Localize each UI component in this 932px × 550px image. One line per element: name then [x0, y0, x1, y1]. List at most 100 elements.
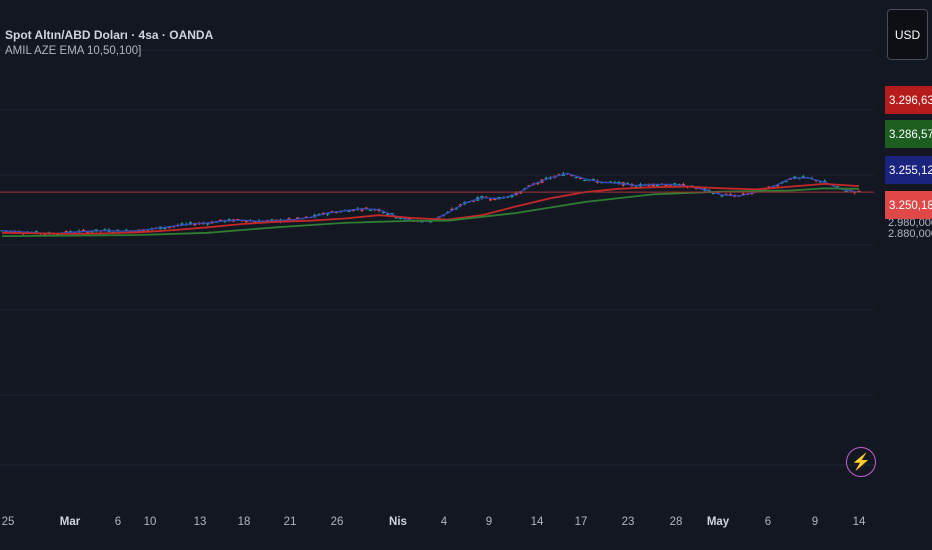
candle-body: [578, 178, 583, 180]
candle-body: [656, 185, 660, 187]
candle-body: [608, 181, 613, 183]
candle-body: [167, 226, 171, 228]
candle-body: [570, 175, 574, 177]
price-label-box: [885, 86, 932, 114]
lightning-icon[interactable]: ⚡: [846, 447, 876, 477]
candle-body: [116, 229, 120, 231]
x-tick-label: 28: [670, 516, 683, 528]
x-tick-label: 4: [441, 516, 448, 528]
ema-line: [1, 172, 860, 235]
candle-body: [347, 210, 351, 212]
candle-body: [527, 185, 531, 187]
candle-body: [163, 227, 167, 229]
candle-body: [818, 181, 823, 183]
candle-body: [664, 185, 668, 187]
candle-body: [591, 179, 595, 181]
x-tick-label: 17: [575, 516, 588, 528]
candle-body: [270, 219, 274, 221]
candle-body: [844, 190, 848, 192]
currency-button[interactable]: USD: [887, 9, 928, 60]
candle-body: [90, 231, 94, 233]
candle-body: [193, 223, 197, 226]
candle-body: [634, 186, 638, 188]
candle-body: [360, 209, 364, 211]
candle-body: [381, 212, 385, 214]
ema-lines: [1, 172, 860, 237]
candle-body: [394, 217, 398, 219]
candle-body: [454, 208, 458, 210]
candle-body: [720, 195, 724, 197]
y-tick-label: 2.980,000: [888, 217, 932, 229]
x-tick-label: 21: [284, 516, 297, 528]
price-label-text: 3.296,632: [889, 95, 932, 107]
candle-body: [536, 183, 540, 185]
candle-body: [368, 209, 373, 211]
x-tick-label: 13: [194, 516, 207, 528]
price-label-box: [885, 120, 932, 148]
candle-body: [450, 208, 454, 210]
candle-body: [857, 190, 861, 192]
candle-body: [835, 186, 840, 188]
price-label-text: 3.286,573: [889, 129, 932, 141]
candle-body: [711, 192, 715, 194]
candle-body: [471, 200, 475, 202]
x-tick-label: 6: [115, 516, 121, 528]
candle-body: [218, 219, 223, 222]
x-tick-label: 9: [486, 516, 492, 528]
candle-body: [296, 217, 300, 219]
ema-line: [1, 182, 860, 235]
candle-body: [326, 213, 330, 215]
price-label-text: 3.255,127: [889, 165, 932, 177]
chart-title: Spot Altın/ABD Doları · 4sa · OANDA: [5, 28, 214, 42]
x-tick-label: 18: [238, 516, 251, 528]
candle-body: [81, 230, 86, 232]
candle-body: [206, 223, 210, 225]
candle-body: [715, 192, 720, 194]
candle-body: [677, 183, 681, 185]
candle-body: [784, 181, 788, 183]
candle-body: [244, 220, 248, 222]
candle-body: [428, 221, 433, 223]
candle-body: [188, 222, 193, 224]
candle-body: [287, 218, 291, 220]
candle-body: [386, 213, 390, 215]
candle-body: [823, 180, 827, 183]
candle-body: [488, 199, 493, 201]
x-tick-label: 6: [765, 516, 771, 528]
candle-body: [574, 177, 578, 179]
candle-body: [390, 213, 394, 215]
x-tick-label: 14: [531, 516, 544, 528]
candle-body: [626, 182, 630, 184]
x-tick-label: 26: [331, 516, 344, 528]
candles: [0, 171, 861, 236]
price-label-text: 3.250,180: [889, 200, 932, 212]
x-axis: 25 Mar 6 10 13 18 21 26 Nis 4 9 14 17 23 28 May 6 9 14: [2, 516, 866, 528]
candle-body: [775, 185, 780, 187]
y-tick-label: 2.880,000: [888, 228, 932, 240]
candle-body: [544, 177, 548, 179]
price-labels: 3.296,632 3.286,573 3.255,127 3.250,180: [885, 86, 932, 219]
candle-body: [767, 186, 771, 188]
candle-body: [583, 180, 587, 182]
x-tick-label: Nis: [389, 516, 407, 528]
price-label-box: [885, 191, 932, 219]
candle-body: [128, 230, 133, 233]
ema-line: [1, 187, 860, 237]
candle-body: [236, 218, 240, 221]
price-label-box: [885, 156, 932, 184]
x-tick-label: 23: [622, 516, 635, 528]
candle-body: [801, 176, 805, 179]
x-tick-label: Mar: [60, 516, 81, 528]
x-tick-label: 9: [812, 516, 818, 528]
candle-body: [668, 184, 673, 186]
indicator-label[interactable]: AMIL AZE EMA 10,50,100]: [5, 45, 142, 57]
candle-body: [398, 217, 403, 219]
candle-body: [253, 221, 257, 223]
candle-body: [180, 223, 184, 226]
candle-body: [407, 218, 411, 220]
chart-grid: [0, 49, 874, 466]
x-tick-label: 25: [2, 516, 15, 528]
x-tick-label: May: [707, 516, 730, 528]
candle-body: [707, 189, 711, 191]
